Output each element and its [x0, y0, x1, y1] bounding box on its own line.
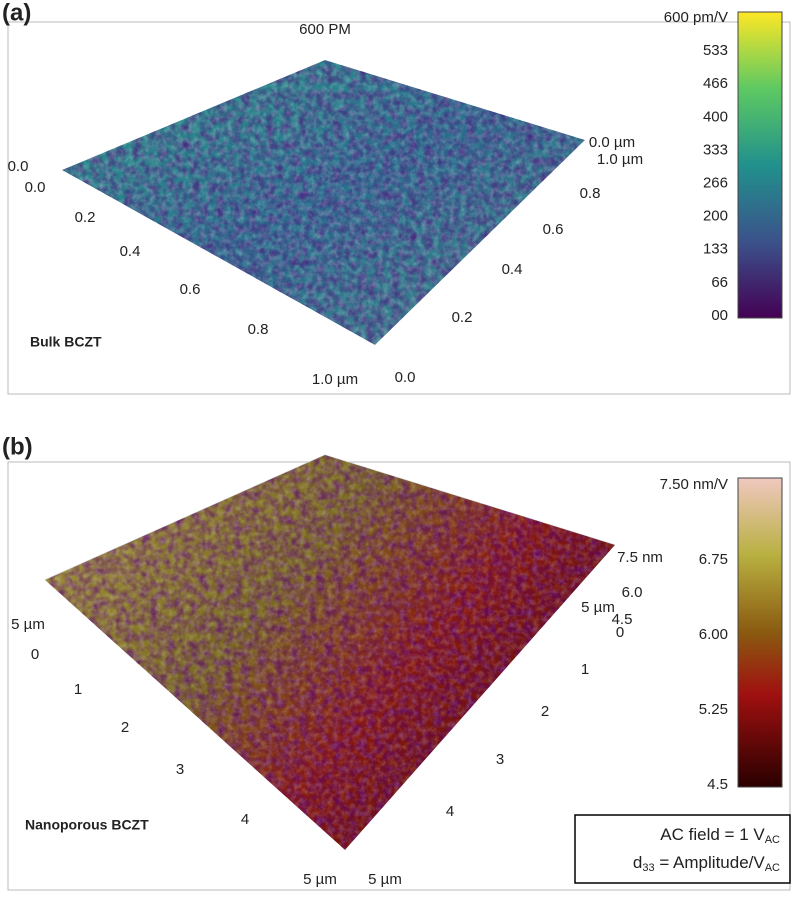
axis-tick-label: 1 — [74, 681, 82, 698]
axis-tick-label: 4 — [446, 803, 454, 820]
colorbar-tick-label: 133 — [703, 241, 728, 258]
axis-tick-label: 5 µm — [303, 871, 337, 888]
colorbar — [737, 11, 783, 319]
colorbar-tick-label: 600 pm/V — [664, 9, 728, 26]
colorbar-tick-label: 266 — [703, 175, 728, 192]
axis-tick-label: 4.5 — [612, 611, 633, 628]
surface — [62, 60, 585, 345]
panel-frame — [7, 21, 791, 395]
axis-tick-label: 7.5 nm — [617, 549, 663, 566]
colorbar-tick-label: 5.25 — [699, 701, 728, 718]
axis-tick-label: 0.8 — [580, 185, 601, 202]
axis-tick-label: 0.4 — [502, 261, 523, 278]
colorbar-tick-label: 4.5 — [707, 776, 728, 793]
note-text: d — [633, 853, 642, 872]
axis-tick-label: 0 — [616, 624, 624, 641]
surface — [45, 455, 615, 850]
axis-tick-label: 0.0 — [8, 158, 29, 175]
note-text: = Amplitude/V — [655, 853, 766, 872]
axis-tick-label: 2 — [541, 703, 549, 720]
colorbar-tick-label: 00 — [711, 307, 728, 324]
axis-tick-label: 5 µm — [581, 599, 615, 616]
sample-label: Bulk BCZT — [30, 334, 102, 350]
axis-tick-label: 1 — [581, 661, 589, 678]
panel-frame — [7, 461, 791, 891]
note-box — [574, 814, 791, 884]
axis-tick-label: 3 — [496, 751, 504, 768]
note-sub: AC — [765, 834, 780, 846]
note-line: d33 = Amplitude/VAC — [633, 853, 780, 873]
colorbar-tick-label: 466 — [703, 75, 728, 92]
axis-tick-label: 3 — [176, 761, 184, 778]
sample-label: Nanoporous BCZT — [25, 817, 149, 833]
axis-tick-label: 5 µm — [368, 871, 402, 888]
colorbar-tick-label: 6.00 — [699, 626, 728, 643]
axis-tick-label: 0.0 — [395, 369, 416, 386]
axis-tick-label: 1.0 µm — [597, 151, 643, 168]
note-sub: 33 — [642, 862, 654, 874]
axis-tick-label: 1.0 µm — [312, 371, 358, 388]
axis-tick-label: 2 — [121, 719, 129, 736]
axis-tick-label: 4 — [241, 811, 249, 828]
colorbar — [737, 477, 783, 788]
axis-tick-label: 0.6 — [180, 281, 201, 298]
panel-label: (b) — [2, 433, 33, 460]
axis-tick-label: 0 — [31, 646, 39, 663]
axis-tick-label: 0.2 — [75, 209, 96, 226]
colorbar-tick-label: 533 — [703, 42, 728, 59]
colorbar-tick-label: 200 — [703, 208, 728, 225]
colorbar-tick-label: 6.75 — [699, 551, 728, 568]
panel-title: 600 PM — [299, 21, 351, 38]
colorbar-tick-label: 400 — [703, 108, 728, 125]
axis-tick-label: 6.0 — [622, 584, 643, 601]
axis-tick-label: 5 µm — [11, 616, 45, 633]
colorbar-tick-label: 66 — [711, 274, 728, 291]
axis-tick-label: 0.0 µm — [589, 134, 635, 151]
note-text: AC field = 1 V — [660, 825, 765, 844]
axis-tick-label: 0.0 — [25, 179, 46, 196]
panel-label: (a) — [2, 0, 31, 26]
axis-tick-label: 0.4 — [120, 243, 141, 260]
colorbar-tick-label: 333 — [703, 141, 728, 158]
axis-tick-label: 0.6 — [543, 221, 564, 238]
axis-tick-label: 0.8 — [248, 321, 269, 338]
note-line: AC field = 1 VAC — [660, 825, 780, 845]
colorbar-tick-label: 7.50 nm/V — [660, 476, 728, 493]
note-sub: AC — [765, 862, 780, 874]
axis-tick-label: 0.2 — [452, 309, 473, 326]
